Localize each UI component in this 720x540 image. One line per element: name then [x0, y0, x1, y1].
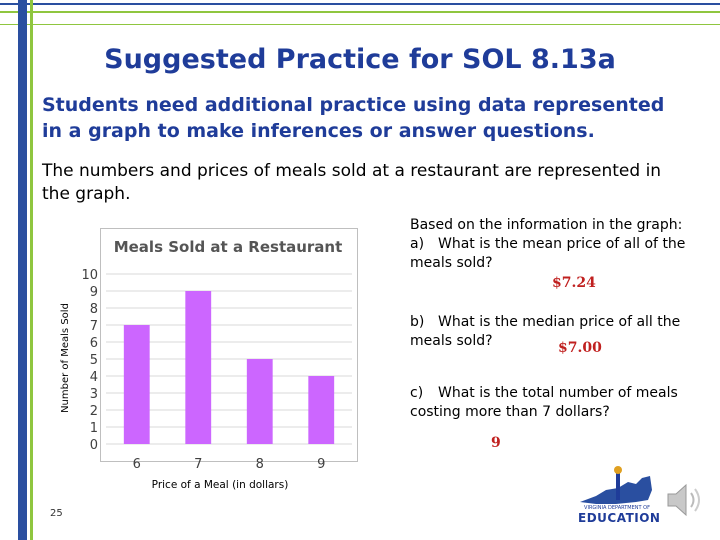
bar-8: [246, 359, 273, 444]
y-tick-label-0: 0: [90, 438, 98, 453]
chart-x-ticks: 6 7 8 9: [133, 457, 326, 472]
top-blue-line: [0, 3, 720, 5]
question-c: c) What is the total number of meals cost…: [410, 384, 706, 422]
page-number: 25: [50, 508, 63, 519]
y-tick-label-3: 3: [90, 387, 98, 402]
chart-y-ticks: 0 1 2 3 4 5 6 7 8 9 10: [81, 268, 98, 453]
questions-intro: Based on the information in the graph:: [410, 217, 683, 233]
question-a-text: What is the mean price of all of the mea…: [410, 236, 686, 271]
question-a: a) What is the mean price of all of the m…: [410, 235, 706, 273]
top-green-line-2: [0, 24, 720, 25]
question-b-marker: b): [410, 314, 425, 330]
bar-7: [185, 291, 212, 444]
logo-main-text: EDUCATION: [578, 511, 661, 525]
vdoe-logo-icon: [580, 466, 652, 504]
chart-y-label: Number of Meals Sold: [60, 303, 71, 413]
slide-title: Suggested Practice for SOL 8.13a: [104, 44, 616, 75]
top-green-line: [0, 11, 720, 13]
speaker-icon[interactable]: [664, 480, 704, 520]
slide-subtitle: Students need additional practice using …: [42, 94, 665, 142]
x-tick-label-7: 7: [194, 457, 202, 472]
y-tick-label-4: 4: [90, 370, 98, 385]
y-tick-label-5: 5: [90, 353, 98, 368]
answer-a: $7.24: [552, 275, 596, 291]
y-tick-label-9: 9: [90, 285, 98, 300]
y-tick-label-7: 7: [90, 319, 98, 334]
chart-title: Meals Sold at a Restaurant: [113, 238, 343, 256]
y-tick-label-10: 10: [81, 268, 98, 283]
bar-9: [308, 376, 335, 444]
question-b: b) What is the median price of all the me…: [410, 313, 706, 351]
y-tick-label-1: 1: [90, 421, 98, 436]
chart-bars: [123, 291, 335, 444]
left-green-bar: [30, 0, 33, 540]
answer-b: $7.00: [558, 340, 602, 356]
question-c-text: What is the total number of meals costin…: [410, 385, 678, 420]
bar-6: [123, 325, 150, 444]
x-tick-label-6: 6: [133, 457, 141, 472]
y-tick-label-8: 8: [90, 302, 98, 317]
x-tick-label-8: 8: [256, 457, 264, 472]
question-a-marker: a): [410, 236, 425, 252]
y-tick-label-2: 2: [90, 404, 98, 419]
left-blue-bar: [18, 0, 27, 540]
answer-c: 9: [491, 435, 501, 451]
logo-top-text: VIRGINIA DEPARTMENT OF: [584, 505, 650, 511]
question-c-marker: c): [410, 385, 424, 401]
y-tick-label-6: 6: [90, 336, 98, 351]
slide-intro: The numbers and prices of meals sold at …: [42, 161, 662, 204]
x-tick-label-9: 9: [317, 457, 325, 472]
chart-x-label: Price of a Meal (in dollars): [151, 479, 289, 491]
question-b-text: What is the median price of all the meal…: [410, 314, 681, 349]
